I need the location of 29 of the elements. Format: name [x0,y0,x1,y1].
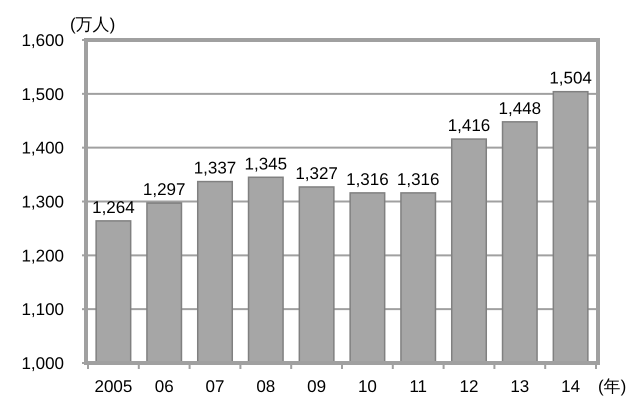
y-tick-label: 1,000 [21,354,64,373]
y-tick-label: 1,300 [21,192,64,212]
y-tick-label: 1,400 [21,138,64,158]
data-label: 1,316 [346,170,389,189]
x-tick-label: 10 [358,377,377,396]
y-tick-label: 1,100 [21,300,64,320]
data-label: 1,297 [142,180,186,200]
y-tick-label: 1,200 [21,246,64,266]
data-label: 1,448 [498,98,542,118]
y-axis-title: (万人) [70,15,116,34]
x-tick-label: 2005 [94,377,132,396]
y-tick-label: 1,500 [21,84,64,104]
x-tick-label: 09 [307,377,326,396]
data-label: 1,337 [194,158,236,178]
x-tick-label: 14 [561,377,580,396]
x-tick-label: 13 [510,377,530,396]
x-tick-label: 06 [154,377,174,396]
y-tick-label: 1,600 [21,31,64,50]
data-label: 1,345 [244,154,288,174]
x-tick-label: 11 [409,377,428,396]
data-label: 1,416 [448,116,490,136]
data-label: 1,316 [396,170,440,189]
data-label: 1,264 [92,198,135,217]
x-axis-title: (年) [598,377,626,396]
x-tick-label: 08 [256,377,276,396]
x-tick-label: 12 [460,377,478,396]
data-label: 1,327 [295,164,338,183]
x-tick-label: 07 [206,377,224,396]
data-label: 1,504 [549,68,592,88]
